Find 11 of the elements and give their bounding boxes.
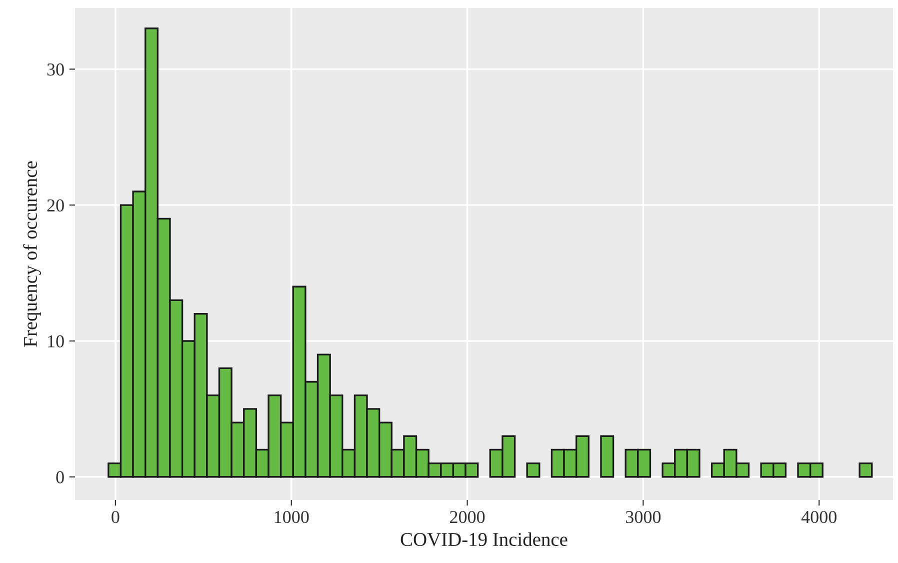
y-axis-title: Frequency of occurence: [23, 161, 41, 347]
x-tick-label: 4000: [801, 510, 836, 524]
x-tick-label: 0: [112, 510, 120, 524]
x-axis-title: COVID-19 Incidence: [400, 532, 568, 546]
y-tick-label: 20: [47, 199, 64, 212]
x-tick-label: 3000: [626, 510, 661, 524]
x-tick-label: 1000: [274, 510, 309, 524]
y-tick-label: 0: [56, 471, 64, 484]
y-tick-label: 10: [48, 335, 64, 348]
y-tick-label: 30: [47, 63, 64, 76]
x-tick-label: 2000: [450, 510, 485, 524]
